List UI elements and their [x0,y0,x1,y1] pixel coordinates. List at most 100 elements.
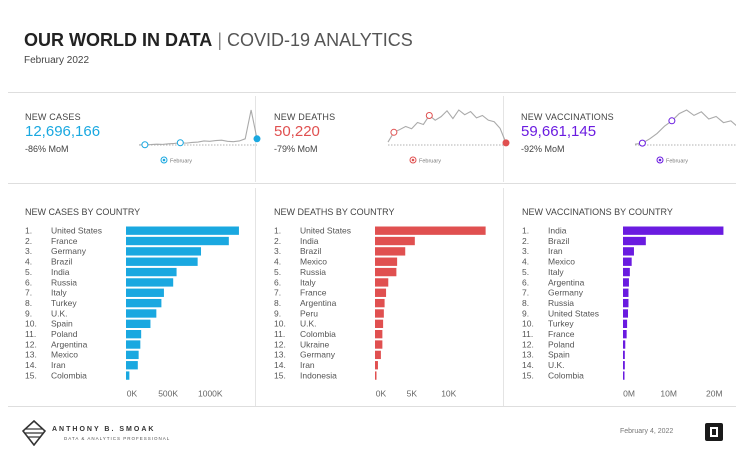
divider-panel-2 [503,188,504,406]
rank-label: 5. [522,267,529,277]
title-separator: | [217,30,223,50]
bar-row: 5. Russia [274,267,397,277]
panel-cases-by-country: NEW CASES BY COUNTRY 1. United States 2. Fr… [25,202,270,397]
sparkline-current-point [253,135,261,143]
rank-label: 10. [522,319,534,329]
rank-label: 6. [274,277,281,287]
tableau-public-icon[interactable] [705,423,723,441]
rank-label: 4. [25,257,32,267]
legend-label: February [170,159,192,165]
title-rest: COVID-19 ANALYTICS [227,30,413,50]
rank-label: 2. [522,236,529,246]
tick-label: 20M [706,388,723,397]
rank-label: 3. [274,246,281,256]
rank-label: 12. [522,339,534,349]
divider-top [8,92,736,93]
category-label: France [300,288,327,298]
bar [375,247,406,256]
kpi-value: 50,220 [274,123,320,140]
category-label: Iran [300,360,315,370]
category-label: Poland [548,339,575,349]
page-subtitle: February 2022 [24,55,90,66]
bar [375,361,378,370]
rank-label: 2. [274,236,281,246]
category-label: Mexico [51,350,78,360]
bar [623,371,625,380]
bar [375,278,389,287]
bar-row: 2. France [25,236,229,246]
bar [375,330,383,339]
bar [375,226,486,235]
bar [126,298,162,308]
category-label: Italy [300,277,316,287]
sparkline-marker [425,111,433,119]
rank-label: 14. [274,360,286,370]
panel-title: NEW CASES BY COUNTRY [25,207,141,217]
category-label: Argentina [300,298,337,308]
page-title: OUR WORLD IN DATA | COVID-19 ANALYTICS [24,30,413,51]
kpi-label: NEW CASES [25,112,81,122]
rank-label: 8. [522,298,529,308]
bar-row: 1. India [522,226,724,236]
rank-label: 13. [25,350,37,360]
category-label: Indonesia [300,370,337,380]
category-label: Mexico [300,257,327,267]
bar-row: 11. Colombia [274,329,383,339]
bar [623,226,724,235]
category-label: Colombia [548,370,584,380]
bar [623,361,625,370]
bar-row: 3. Germany [25,246,202,256]
bar [126,226,239,235]
category-label: Germany [548,288,584,298]
divider-bottom [8,406,736,407]
rank-label: 10. [274,319,286,329]
bar [126,319,151,328]
tick-label: 500K [158,388,178,397]
rank-label: 9. [25,308,32,318]
bar [623,247,634,256]
panel-title: NEW VACCINATIONS BY COUNTRY [522,207,673,217]
rank-label: 13. [274,350,286,360]
sparkline-marker [668,117,676,125]
bar-row: 9. U.K. [25,308,157,318]
rank-label: 8. [25,298,32,308]
bar [126,288,164,297]
bar-row: 2. India [274,236,415,246]
tick-label: 10M [660,388,677,397]
legend-label: February [419,159,441,165]
rank-label: 15. [25,370,37,380]
bar [375,340,383,349]
category-label: Colombia [51,370,87,380]
sparkline-line [387,109,507,144]
rank-label: 7. [274,288,281,298]
category-label: Turkey [51,298,77,308]
tick-label: 0K [376,388,387,397]
tick-label: 1000K [198,388,223,397]
rank-label: 8. [274,298,281,308]
category-label: United States [548,308,599,318]
legend-marker-dot [658,158,662,162]
category-label: United States [51,226,102,236]
bar [623,267,630,277]
rank-label: 6. [522,277,529,287]
category-label: Brazil [300,246,321,256]
bar [623,278,629,287]
rank-label: 12. [25,339,37,349]
kpi-new-deaths: NEW DEATHS 50,220 -79% MoM February [274,96,519,182]
divider-panel-1 [255,188,256,406]
rank-label: 1. [25,226,32,236]
rank-label: 9. [274,308,281,318]
divider-kpi-2 [503,96,504,182]
bar-row: 14. Iran [274,360,378,370]
bar-row: 8. Turkey [25,298,162,308]
bar [375,288,387,297]
category-label: Russia [51,277,77,287]
bar-row: 4. Brazil [25,257,198,267]
bar-row: 9. United States [522,308,629,318]
sparkline-legend: February [409,156,441,165]
bar-row: 12. Ukraine [274,339,383,349]
category-label: Iran [51,360,66,370]
rank-label: 2. [25,236,32,246]
author-name: ANTHONY B. SMOAK [52,426,156,433]
bar-row: 10. Turkey [522,319,628,329]
